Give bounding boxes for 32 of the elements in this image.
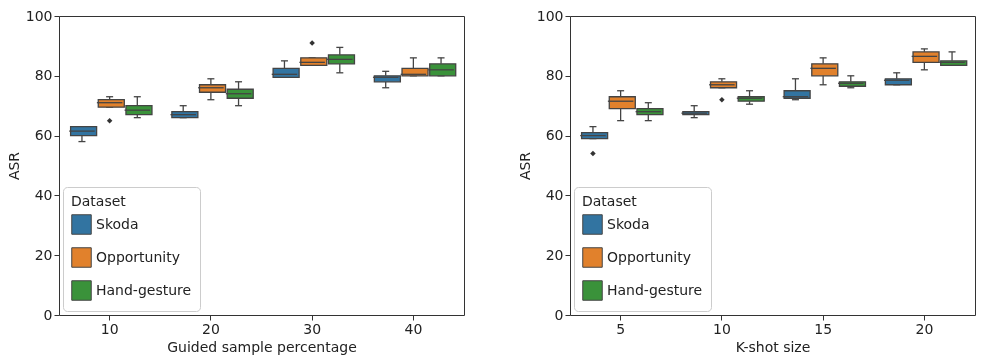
legend-label: Opportunity bbox=[607, 248, 692, 265]
x-tick-label: 15 bbox=[814, 320, 833, 337]
legend-label: Skoda bbox=[96, 215, 139, 232]
y-tick-label: 40 bbox=[545, 186, 564, 203]
legend-title: Dataset bbox=[582, 193, 638, 209]
y-axis-title: ASR bbox=[5, 151, 22, 181]
x-axis-title: K-shot size bbox=[735, 338, 811, 355]
x-tick-label: 20 bbox=[201, 320, 220, 337]
x-tick-label: 30 bbox=[303, 320, 322, 337]
y-tick-label: 40 bbox=[34, 186, 53, 203]
y-tick-label: 20 bbox=[34, 246, 53, 263]
legend-label: Skoda bbox=[607, 215, 650, 232]
y-axis-title: ASR bbox=[516, 151, 533, 181]
y-tick-label: 0 bbox=[43, 306, 53, 323]
y-tick-label: 80 bbox=[545, 67, 564, 84]
x-tick-label: 40 bbox=[404, 320, 423, 337]
x-tick-label: 10 bbox=[100, 320, 119, 337]
y-tick-label: 80 bbox=[34, 67, 53, 84]
y-tick-label: 100 bbox=[25, 7, 53, 24]
y-tick-label: 60 bbox=[545, 127, 564, 144]
legend-title: Dataset bbox=[71, 193, 127, 209]
x-axis-title: Guided sample percentage bbox=[167, 338, 357, 355]
x-tick-label: 5 bbox=[616, 320, 626, 337]
legend-label: Hand-gesture bbox=[96, 281, 192, 298]
x-tick-label: 20 bbox=[915, 320, 934, 337]
y-tick-label: 20 bbox=[545, 246, 564, 263]
y-tick-label: 0 bbox=[554, 306, 564, 323]
legend-label: Hand-gesture bbox=[607, 281, 703, 298]
legend-label: Opportunity bbox=[96, 248, 181, 265]
x-tick-label: 10 bbox=[712, 320, 731, 337]
y-tick-label: 100 bbox=[536, 7, 564, 24]
y-tick-label: 60 bbox=[34, 127, 53, 144]
